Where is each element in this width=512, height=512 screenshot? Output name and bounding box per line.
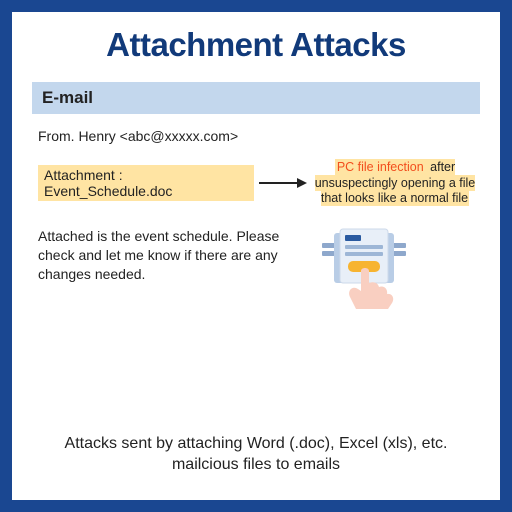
arrow-icon bbox=[254, 176, 310, 190]
email-header: E-mail bbox=[32, 82, 480, 114]
hand-touching-screen-icon bbox=[316, 227, 412, 309]
attachment-row: Attachment : Event_Schedule.doc PC file … bbox=[32, 160, 480, 207]
email-from-line: From. Henry <abc@xxxxx.com> bbox=[38, 128, 480, 144]
email-body-text: Attached is the event schedule. Please c… bbox=[38, 227, 308, 284]
consequence-text: PC file infection after unsuspectingly o… bbox=[310, 160, 480, 207]
infographic-frame: Attachment Attacks E-mail From. Henry <a… bbox=[0, 0, 512, 512]
attachment-label: Attachment : Event_Schedule.doc bbox=[38, 165, 254, 201]
caption-text: Attacks sent by attaching Word (.doc), E… bbox=[32, 433, 480, 476]
title-heading: Attachment Attacks bbox=[32, 26, 480, 64]
email-body-row: Attached is the event schedule. Please c… bbox=[38, 227, 480, 309]
consequence-danger: PC file infection bbox=[335, 159, 426, 175]
